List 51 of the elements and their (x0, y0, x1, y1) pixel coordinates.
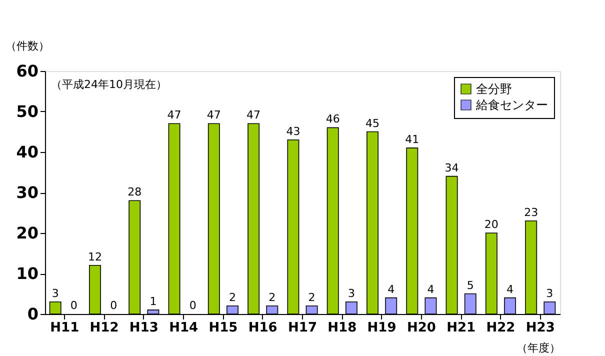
data-label: 34 (444, 161, 459, 174)
data-label: 5 (466, 278, 474, 292)
y-tick-label: 40 (16, 142, 38, 162)
data-label: 20 (484, 218, 498, 231)
data-label: 47 (206, 108, 221, 122)
x-tick-label: H13 (129, 320, 158, 336)
x-tick-label: H12 (90, 320, 119, 336)
data-label: 4 (427, 282, 434, 296)
x-tick-label: H18 (328, 320, 357, 336)
data-label: 4 (506, 282, 514, 296)
x-tick-label: H21 (446, 320, 476, 336)
legend-label: 給食センター (475, 98, 548, 112)
data-label: 0 (110, 299, 118, 312)
data-label: 46 (326, 112, 340, 126)
data-label: 47 (246, 108, 261, 122)
data-label: 3 (348, 286, 355, 300)
data-label: 2 (308, 290, 316, 304)
y-tick-label: 60 (16, 62, 38, 80)
legend-label: 全分野 (476, 82, 512, 96)
data-label: 2 (268, 290, 276, 304)
x-tick-label: H17 (288, 320, 317, 336)
data-label: 28 (128, 186, 142, 199)
data-label: 23 (524, 206, 538, 219)
data-label: 2 (229, 290, 236, 304)
data-label: 45 (366, 116, 380, 130)
x-axis-title: （年度） (516, 342, 560, 354)
x-tick-label: H23 (526, 320, 555, 336)
annotation: （平成24年10月現在） (51, 78, 167, 91)
y-tick-label: 50 (16, 102, 38, 121)
data-label: 3 (52, 286, 59, 300)
x-tick-label: H19 (367, 320, 396, 336)
x-tick-label: H11 (50, 320, 80, 336)
data-label: 41 (405, 132, 420, 146)
data-label: 0 (70, 299, 78, 312)
y-axis-title: （件数） (6, 40, 50, 52)
x-tick-label: H16 (248, 320, 278, 336)
y-tick-label: 20 (16, 224, 38, 242)
data-label: 1 (150, 294, 157, 308)
data-label: 3 (546, 286, 554, 300)
y-tick-label: 10 (16, 264, 38, 283)
x-tick-label: H14 (169, 320, 198, 336)
data-label: 4 (388, 282, 395, 296)
data-label: 0 (189, 299, 196, 312)
data-label: 47 (167, 108, 182, 122)
data-label: 12 (88, 250, 102, 264)
x-tick-label: H15 (208, 320, 238, 336)
data-label: 43 (286, 124, 300, 138)
x-tick-label: H22 (486, 320, 516, 336)
y-tick-label: 30 (16, 183, 38, 202)
y-tick-label: 0 (27, 304, 38, 324)
x-tick-label: H20 (406, 320, 436, 336)
